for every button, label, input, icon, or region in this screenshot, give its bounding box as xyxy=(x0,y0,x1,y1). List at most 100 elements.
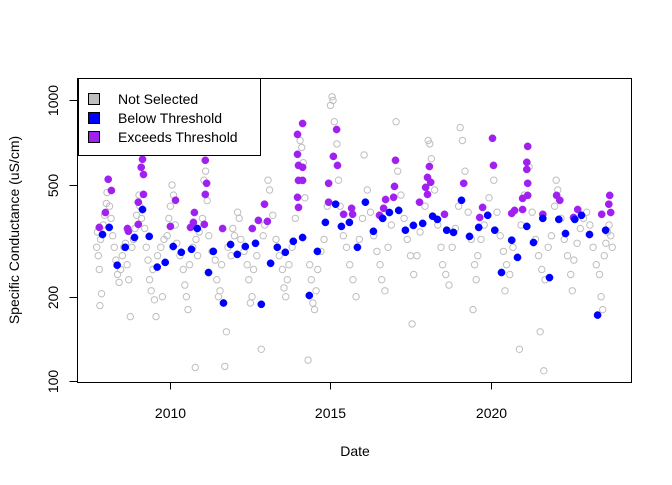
data-point-not-selected xyxy=(469,305,477,314)
data-point-not-selected xyxy=(105,202,114,210)
data-point-not-selected xyxy=(360,151,368,159)
data-point-below-threshold xyxy=(585,230,594,239)
data-point-below-threshold xyxy=(281,248,290,257)
data-point-not-selected xyxy=(137,214,146,223)
data-point-exceeds-threshold xyxy=(391,156,400,165)
data-point-not-selected xyxy=(320,235,328,244)
data-point-not-selected xyxy=(165,214,173,223)
data-point-below-threshold xyxy=(251,239,260,248)
data-point-not-selected xyxy=(400,214,408,223)
data-point-exceeds-threshold xyxy=(171,196,180,205)
data-point-exceeds-threshold xyxy=(390,182,399,191)
legend-label-below-threshold: Below Threshold xyxy=(118,110,222,126)
data-point-not-selected xyxy=(547,232,556,240)
data-point-below-threshold xyxy=(177,248,186,257)
data-point-not-selected xyxy=(605,221,613,229)
plot-frame xyxy=(77,78,632,383)
data-point-exceeds-threshold xyxy=(415,198,424,207)
data-point-below-threshold xyxy=(497,268,506,277)
data-point-not-selected xyxy=(179,265,187,274)
data-point-exceeds-threshold xyxy=(134,198,143,207)
data-point-not-selected xyxy=(94,252,103,260)
data-point-exceeds-threshold xyxy=(104,175,113,184)
data-point-below-threshold xyxy=(577,211,586,220)
data-point-exceeds-threshold xyxy=(254,216,263,225)
data-point-exceeds-threshold xyxy=(218,224,227,233)
data-point-not-selected xyxy=(192,235,200,244)
data-point-not-selected xyxy=(421,202,429,210)
data-point-not-selected xyxy=(600,252,608,260)
data-point-not-selected xyxy=(534,252,543,260)
data-point-below-threshold xyxy=(378,214,387,223)
data-point-exceeds-threshold xyxy=(329,152,338,161)
data-point-below-threshold xyxy=(331,200,340,209)
data-point-below-threshold xyxy=(121,243,130,252)
data-point-exceeds-threshold xyxy=(137,163,146,172)
data-point-below-threshold xyxy=(490,226,499,235)
data-point-exceeds-threshold xyxy=(189,218,198,227)
data-point-exceeds-threshold xyxy=(248,224,257,233)
data-point-not-selected xyxy=(373,247,381,256)
data-point-below-threshold xyxy=(538,214,547,223)
data-point-exceeds-threshold xyxy=(139,170,148,179)
data-point-not-selected xyxy=(426,140,434,148)
data-point-below-threshold xyxy=(394,206,403,215)
data-point-not-selected xyxy=(243,261,251,269)
data-point-not-selected xyxy=(586,221,594,229)
data-point-exceeds-threshold xyxy=(597,210,606,219)
data-point-not-selected xyxy=(406,252,415,260)
data-point-exceeds-threshold xyxy=(134,220,143,229)
data-point-exceeds-threshold xyxy=(298,163,307,172)
data-point-not-selected xyxy=(283,276,291,284)
data-point-not-selected xyxy=(230,232,239,240)
data-point-not-selected xyxy=(448,243,456,252)
data-point-not-selected xyxy=(413,252,421,260)
data-point-not-selected xyxy=(272,235,280,244)
data-point-not-selected xyxy=(285,261,293,269)
data-point-exceeds-threshold xyxy=(518,205,527,214)
data-point-below-threshold xyxy=(457,196,466,205)
data-point-not-selected xyxy=(454,202,463,210)
data-point-exceeds-threshold xyxy=(190,208,199,217)
data-point-exceeds-threshold xyxy=(202,179,211,188)
data-point-below-threshold xyxy=(345,218,354,227)
data-point-not-selected xyxy=(310,305,319,314)
data-point-not-selected xyxy=(126,312,135,321)
data-point-below-threshold xyxy=(409,221,418,230)
data-point-exceeds-threshold xyxy=(298,119,307,128)
data-point-exceeds-threshold xyxy=(293,150,302,159)
data-point-exceeds-threshold xyxy=(606,208,615,217)
data-point-not-selected xyxy=(142,243,151,252)
data-point-below-threshold xyxy=(449,228,458,237)
data-point-below-threshold xyxy=(465,232,474,241)
data-point-not-selected xyxy=(147,287,155,295)
data-point-exceeds-threshold xyxy=(101,208,110,217)
data-point-exceeds-threshold xyxy=(459,179,468,188)
data-point-not-selected xyxy=(381,287,389,295)
data-point-not-selected xyxy=(442,270,450,279)
data-point-exceeds-threshold xyxy=(488,134,497,143)
data-point-below-threshold xyxy=(507,236,516,245)
data-point-not-selected xyxy=(96,301,104,310)
data-point-below-threshold xyxy=(601,226,610,235)
data-point-not-selected xyxy=(397,191,405,199)
data-point-not-selected xyxy=(152,312,160,321)
data-point-exceeds-threshold xyxy=(260,200,269,209)
data-point-not-selected xyxy=(589,243,597,252)
legend-swatch-exceeds-threshold xyxy=(88,131,100,143)
data-point-below-threshold xyxy=(209,247,218,256)
series-not-selected xyxy=(93,93,616,375)
data-point-not-selected xyxy=(438,261,447,269)
data-point-not-selected xyxy=(205,232,213,240)
data-point-below-threshold xyxy=(483,211,492,220)
data-point-below-threshold xyxy=(289,237,298,246)
data-point-not-selected xyxy=(501,287,509,295)
data-point-not-selected xyxy=(552,176,560,184)
data-point-not-selected xyxy=(506,270,514,279)
y-tick-label: 500 xyxy=(45,174,61,198)
data-point-below-threshold xyxy=(401,226,410,235)
x-tick-label: 2015 xyxy=(315,405,346,421)
data-point-below-threshold xyxy=(257,300,266,309)
legend-swatch-not-selected xyxy=(88,93,100,105)
